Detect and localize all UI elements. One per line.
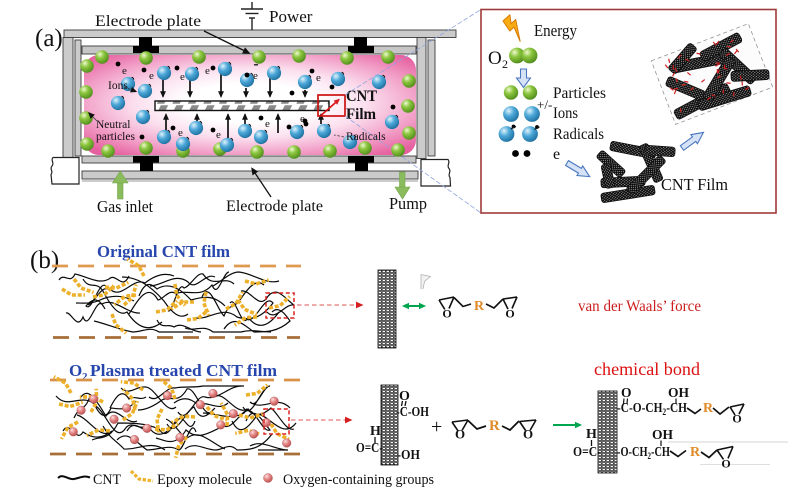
svg-text:+: +	[431, 416, 442, 438]
svg-text:e: e	[178, 127, 183, 139]
svg-text:Original CNT film: Original CNT film	[97, 242, 230, 261]
svg-text:Radicals: Radicals	[346, 131, 386, 143]
svg-text:2: 2	[82, 371, 88, 383]
svg-text:O: O	[399, 389, 410, 404]
svg-text:OH: OH	[668, 385, 690, 400]
svg-text:Oxygen-containing groups: Oxygen-containing groups	[283, 472, 434, 488]
svg-text:O=C-: O=C-	[573, 445, 601, 460]
svg-text:O: O	[488, 48, 502, 69]
svg-text:O: O	[442, 307, 451, 321]
svg-text:O: O	[721, 457, 730, 471]
svg-text:Power: Power	[269, 7, 313, 26]
svg-text:Particles: Particles	[553, 85, 606, 102]
svg-text:e: e	[553, 146, 560, 163]
svg-text:Electrode plate: Electrode plate	[95, 13, 201, 30]
svg-text:(b): (b)	[30, 247, 59, 274]
svg-text:-OH: -OH	[397, 448, 420, 463]
svg-text:O: O	[69, 361, 82, 380]
svg-text:R: R	[474, 299, 485, 314]
svg-text:O: O	[523, 427, 533, 442]
svg-text:Film: Film	[346, 106, 376, 123]
svg-text:Pump: Pump	[389, 194, 427, 213]
svg-text:van der Waals’ force: van der Waals’ force	[578, 298, 701, 315]
svg-text:O: O	[505, 307, 514, 321]
svg-text:Epoxy molecule: Epoxy molecule	[157, 472, 252, 488]
svg-text:e: e	[205, 65, 210, 77]
svg-text:chemical bond: chemical bond	[594, 359, 700, 379]
svg-text:R: R	[703, 401, 714, 416]
svg-text:2: 2	[502, 57, 508, 71]
svg-text:e: e	[180, 71, 185, 83]
svg-text:(a): (a)	[35, 25, 63, 52]
svg-text:Plasma treated CNT film: Plasma treated CNT film	[90, 361, 277, 380]
svg-text:H: H	[370, 424, 381, 439]
svg-text:Gas inlet: Gas inlet	[97, 197, 153, 216]
svg-text:O: O	[732, 412, 741, 426]
svg-text:Ions: Ions	[553, 105, 578, 122]
svg-text:R: R	[690, 445, 701, 460]
svg-text:e: e	[122, 65, 127, 77]
svg-text:-C-O-CH2-CH: -C-O-CH2-CH	[617, 400, 687, 417]
svg-text:CNT: CNT	[93, 472, 121, 488]
svg-text:particles: particles	[96, 131, 135, 143]
svg-text:Energy: Energy	[534, 21, 577, 40]
svg-text:Neutral: Neutral	[96, 119, 130, 131]
svg-text:Ions: Ions	[108, 80, 128, 92]
svg-text:e: e	[300, 113, 305, 125]
svg-text:e: e	[265, 118, 270, 130]
svg-text:e: e	[216, 129, 221, 141]
svg-text:R: R	[489, 418, 500, 434]
svg-text:CNT: CNT	[346, 88, 378, 105]
svg-text:e: e	[149, 70, 154, 82]
svg-text:+/-: +/-	[537, 97, 552, 112]
svg-text:-O-CH2-CH: -O-CH2-CH	[617, 444, 670, 461]
svg-text:OH: OH	[652, 427, 674, 442]
svg-text:-C-OH: -C-OH	[396, 405, 429, 420]
svg-text:O: O	[621, 385, 632, 400]
svg-text:e: e	[253, 70, 258, 82]
svg-text:CNT Film: CNT Film	[661, 175, 728, 194]
svg-text:Radicals: Radicals	[553, 126, 604, 143]
svg-text:e: e	[316, 72, 321, 84]
svg-text:O: O	[455, 427, 465, 442]
svg-text:O=C-: O=C-	[356, 441, 383, 456]
svg-text:Electrode plate: Electrode plate	[226, 198, 323, 215]
svg-text:H: H	[586, 427, 597, 442]
